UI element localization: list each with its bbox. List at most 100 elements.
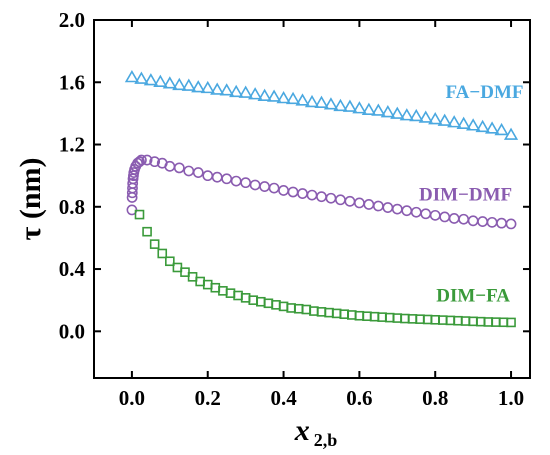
x-tick-label: 0.4 (270, 386, 297, 410)
data-point (401, 205, 413, 217)
data-point (285, 91, 301, 105)
data-point (371, 103, 386, 116)
data-point (505, 218, 517, 230)
data-point (181, 78, 196, 91)
data-point (259, 181, 271, 192)
data-point (135, 154, 147, 166)
data-point (429, 209, 441, 221)
x-axis-title: x 2,b (294, 414, 338, 450)
data-point (278, 185, 289, 196)
data-point (149, 239, 160, 249)
data-point (153, 74, 168, 87)
data-point (506, 317, 516, 328)
data-point (162, 76, 177, 89)
data-point (344, 195, 356, 207)
data-point (230, 175, 242, 187)
data-point (418, 110, 433, 123)
data-point (165, 256, 175, 267)
y-tick-label: 0.0 (59, 319, 85, 343)
data-point (295, 93, 310, 106)
data-point (304, 94, 320, 108)
data-point (494, 122, 509, 136)
series-label: DIM−DMF (419, 185, 512, 206)
data-point (316, 191, 327, 203)
data-point (439, 211, 451, 223)
data-point (221, 173, 233, 185)
data-point (306, 189, 318, 201)
data-point (503, 127, 519, 140)
data-point (399, 108, 414, 121)
y-tick-label: 1.6 (59, 70, 85, 94)
x-axis-ticks: 0.0 0.2 0.4 0.6 0.8 1.0 (119, 20, 524, 410)
series-labels: FA−DMF DIM−DMF DIM−FA (419, 82, 524, 307)
data-point (353, 197, 365, 209)
data-point (191, 80, 206, 93)
data-point (238, 85, 253, 98)
data-point (361, 102, 376, 115)
data-point (192, 167, 204, 178)
data-point (352, 101, 367, 114)
data-point (323, 97, 339, 110)
x-axis-title-main: x (294, 414, 310, 447)
y-axis-title: τ (nm) (14, 158, 47, 241)
data-point (372, 200, 384, 212)
x-axis-title-subscript: 2,b (314, 430, 338, 450)
data-point (475, 119, 490, 133)
data-point (342, 99, 357, 112)
data-point (257, 88, 272, 101)
data-point (276, 91, 291, 104)
data-point (141, 154, 153, 166)
data-point (477, 216, 489, 227)
x-tick-label: 0.8 (422, 386, 448, 410)
data-point (143, 73, 158, 86)
x-tick-label: 0.6 (346, 386, 372, 410)
data-point (200, 80, 215, 94)
series-1 (124, 69, 519, 140)
data-point (211, 171, 223, 183)
data-point (496, 217, 507, 229)
plot-frame (93, 19, 531, 379)
data-point (390, 106, 405, 119)
series-layer (124, 69, 519, 328)
data-point (325, 192, 337, 204)
data-point (448, 213, 460, 224)
data-point (287, 186, 299, 198)
series-2 (126, 154, 517, 230)
data-point (210, 82, 225, 95)
series-label: DIM−FA (436, 286, 510, 307)
y-tick-label: 0.8 (59, 195, 85, 219)
data-point (485, 121, 500, 134)
series-label: FA−DMF (445, 82, 523, 103)
data-point (127, 178, 139, 189)
data-point (297, 188, 308, 199)
data-point (268, 182, 280, 194)
data-point (124, 69, 139, 83)
y-tick-label: 0.4 (59, 257, 86, 281)
data-point (456, 116, 471, 129)
data-point (382, 202, 394, 213)
data-point (267, 89, 282, 102)
data-point (458, 213, 470, 225)
y-tick-label: 1.2 (59, 133, 85, 157)
data-point (380, 105, 395, 118)
data-point (172, 77, 187, 91)
data-point (467, 215, 479, 227)
data-point (391, 203, 403, 215)
data-point (157, 248, 168, 259)
data-point (134, 156, 145, 168)
y-axis-ticks: 0.0 0.4 0.8 1.2 1.6 2.0 (59, 8, 530, 343)
data-point (420, 208, 432, 220)
data-point (142, 226, 152, 237)
data-point (314, 95, 329, 108)
data-point (173, 162, 185, 174)
data-point (229, 84, 244, 98)
data-point (486, 216, 498, 228)
data-point (248, 87, 263, 100)
data-point (219, 83, 234, 96)
data-point (249, 179, 261, 191)
data-point (428, 112, 443, 125)
data-point (202, 170, 214, 182)
data-point (333, 98, 348, 112)
